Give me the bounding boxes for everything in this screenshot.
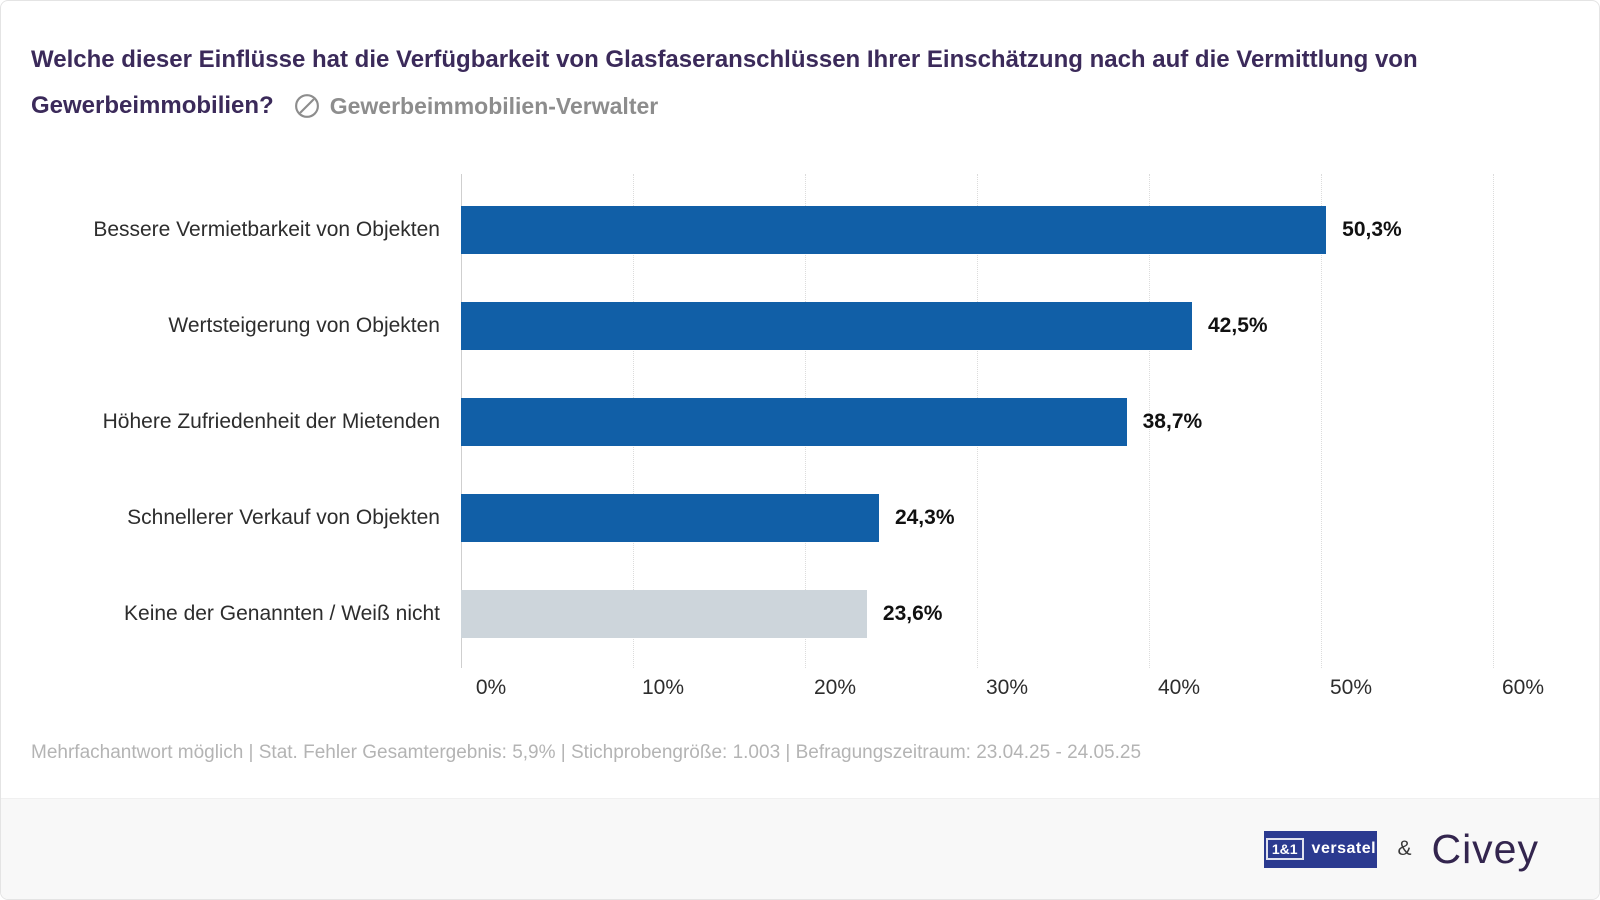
one-and-one-badge: 1&1 — [1265, 838, 1304, 860]
bar-track: 24,3% — [461, 494, 1493, 542]
civey-logo: Civey — [1431, 825, 1539, 872]
x-tick: 60% — [1501, 676, 1545, 699]
versatel-wordmark: versatel — [1311, 840, 1377, 857]
x-tick: 40% — [1157, 676, 1201, 699]
category-label: Bessere Vermietbarkeit von Objekten — [93, 217, 440, 241]
value-label: 50,3% — [1342, 218, 1402, 241]
category-label: Höhere Zufriedenheit der Mietenden — [102, 409, 440, 433]
bar[interactable] — [461, 494, 879, 542]
x-tick: 30% — [985, 676, 1029, 699]
bar[interactable] — [461, 206, 1327, 254]
page-title-line2: Gewerbeimmobilien? — [31, 92, 274, 119]
bar-chart: Bessere Vermietbarkeit von Objekten 50,3%… — [1, 174, 1599, 708]
category-label: Wertsteigerung von Objekten — [168, 313, 440, 337]
bar[interactable] — [461, 302, 1192, 350]
value-label: 24,3% — [894, 506, 955, 529]
bar-row: Keine der Genannten / Weiß nicht 23,6% — [31, 566, 1599, 662]
slashed-circle-icon — [294, 94, 319, 118]
page-title-line1: Welche dieser Einflüsse hat die Verfügba… — [31, 46, 1418, 73]
x-tick: 10% — [641, 676, 685, 699]
bar-rows: Bessere Vermietbarkeit von Objekten 50,3%… — [31, 182, 1599, 662]
category-label: Keine der Genannten / Weiß nicht — [124, 601, 440, 625]
bar-row: Schnellerer Verkauf von Objekten 24,3% — [31, 470, 1599, 566]
audience-badge[interactable]: Gewerbeimmobilien-Verwalter — [294, 83, 659, 129]
ampersand-text: & — [1397, 837, 1412, 860]
x-tick: 0% — [475, 676, 507, 699]
value-label: 23,6% — [882, 602, 943, 625]
bar-track: 38,7% — [461, 398, 1493, 446]
versatel-logo: 1&1 versatel — [1264, 830, 1378, 868]
header: Welche dieser Einflüsse hat die Verfügba… — [1, 1, 1599, 129]
bar-row: Wertsteigerung von Objekten 42,5% — [31, 278, 1599, 374]
bar[interactable] — [461, 590, 867, 638]
footer-bar: 1&1 versatel & Civey — [1, 798, 1599, 899]
x-axis: 0% 10% 20% 30% 40% 50% 60% — [476, 662, 1544, 708]
value-label: 38,7% — [1142, 410, 1203, 433]
bar-track: 23,6% — [461, 590, 1493, 638]
bar-row: Bessere Vermietbarkeit von Objekten 50,3% — [31, 182, 1599, 278]
category-label: Schnellerer Verkauf von Objekten — [127, 505, 440, 529]
audience-label: Gewerbeimmobilien-Verwalter — [329, 93, 659, 119]
bar-track: 50,3% — [461, 206, 1493, 254]
x-tick: 50% — [1329, 676, 1373, 699]
bar-row: Höhere Zufriedenheit der Mietenden 38,7% — [31, 374, 1599, 470]
x-tick: 20% — [813, 676, 857, 699]
value-label: 42,5% — [1208, 314, 1268, 337]
bar-track: 42,5% — [461, 302, 1493, 350]
footnote: Mehrfachantwort möglich | Stat. Fehler G… — [31, 742, 1142, 763]
bar[interactable] — [461, 398, 1127, 446]
